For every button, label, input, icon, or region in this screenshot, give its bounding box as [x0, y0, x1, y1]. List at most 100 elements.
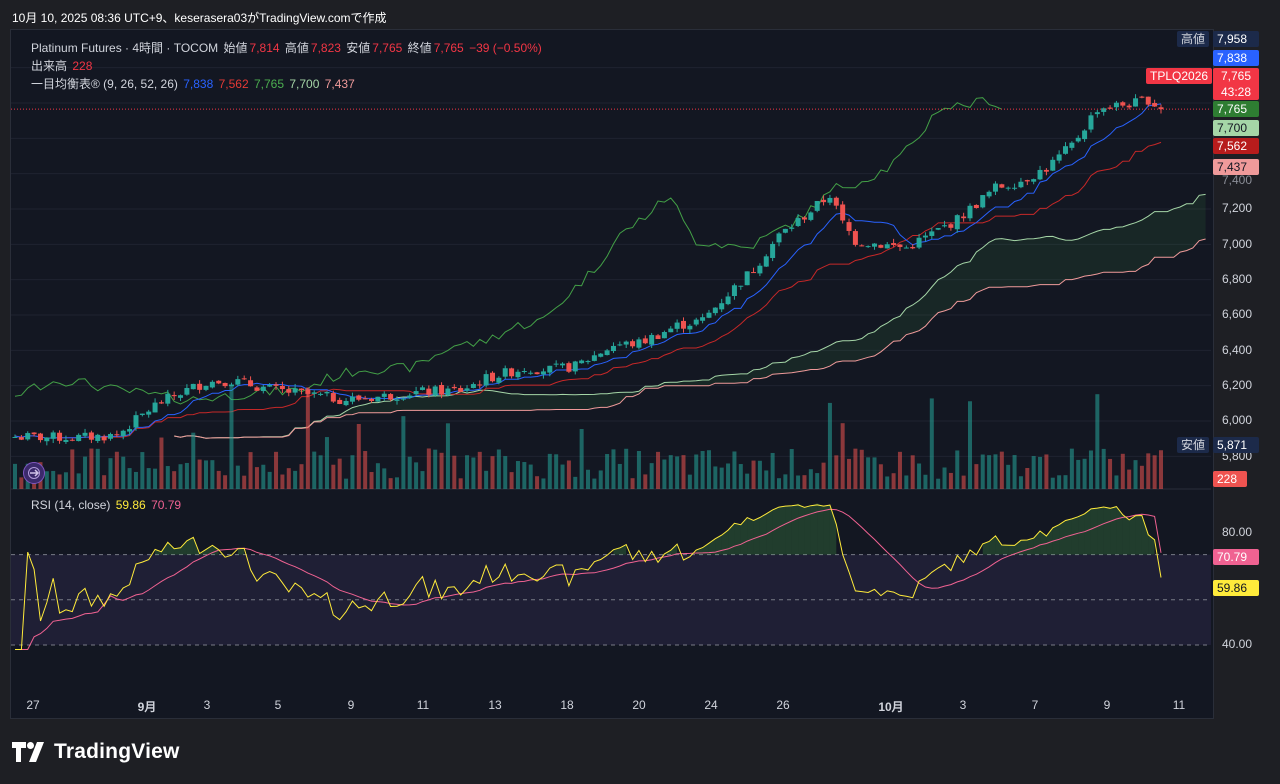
- rsi-overbought-fill: [804, 505, 811, 555]
- symbol-title[interactable]: Platinum Futures · 4時間 · TOCOM: [31, 41, 219, 55]
- symbol-tag[interactable]: TPLQ2026: [1146, 68, 1213, 84]
- candle-body: [1037, 169, 1043, 180]
- candle-body: [292, 388, 298, 393]
- chart-area[interactable]: Platinum Futures · 4時間 · TOCOM 始値 7,814 高…: [10, 29, 1214, 719]
- volume-bar: [808, 469, 813, 489]
- high-label: 高値: [284, 41, 309, 55]
- candle-body: [1088, 115, 1094, 130]
- candle-body: [884, 244, 890, 249]
- candle-body: [1133, 98, 1139, 107]
- price-tick-6600: 6,600: [1222, 307, 1253, 321]
- spanB-tag: 7,437: [1213, 159, 1259, 175]
- kijun-tag: 7,562: [1213, 138, 1259, 154]
- candle-body: [101, 436, 107, 441]
- rsi-overbought-fill: [1084, 508, 1091, 555]
- time-label: 13: [488, 698, 502, 712]
- volume-bar: [407, 456, 412, 489]
- volume-bar: [445, 423, 450, 489]
- close-value: 7,765: [433, 41, 464, 55]
- volume-bar: [261, 464, 266, 489]
- rsi-line: [15, 504, 1162, 650]
- candle-body: [872, 243, 877, 247]
- tradingview-logo[interactable]: TradingView: [12, 738, 180, 766]
- candle-body: [515, 371, 521, 378]
- rsi-overbought-fill: [759, 513, 767, 555]
- volume-bar: [439, 452, 444, 489]
- time-label: 9: [347, 698, 355, 712]
- volume-bar: [974, 464, 979, 489]
- rsi-overbought-fill: [753, 517, 760, 555]
- volume-bar: [522, 462, 527, 489]
- volume-bar: [1050, 477, 1055, 489]
- volume-bar: [745, 473, 750, 489]
- candle-body: [992, 183, 998, 192]
- candle-body: [961, 216, 967, 219]
- candle-body: [610, 345, 616, 352]
- volume-bar: [121, 456, 126, 489]
- candle-body: [910, 247, 916, 249]
- candle-body: [566, 363, 572, 372]
- candle-body: [1043, 169, 1049, 172]
- volume-bar: [611, 449, 616, 489]
- volume-bar: [363, 451, 368, 489]
- volume-bar: [388, 478, 393, 489]
- volume-legend[interactable]: 出来高 228: [31, 57, 94, 74]
- volume-bar: [891, 473, 896, 489]
- volume-bar: [57, 474, 62, 489]
- close-label: 終値: [407, 41, 432, 55]
- volume-bar: [433, 449, 438, 489]
- volume-bar: [89, 448, 94, 489]
- candle-body: [929, 231, 935, 236]
- volume-bar: [375, 463, 380, 489]
- rsi-overbought-fill: [1014, 540, 1021, 555]
- volume-bar: [465, 455, 470, 489]
- volume-bar: [127, 468, 132, 489]
- volume-bar: [955, 450, 960, 489]
- candle-body: [865, 246, 871, 248]
- candle-body: [655, 335, 661, 340]
- volume-bar: [598, 470, 603, 489]
- rsi-overbought-fill: [670, 544, 678, 555]
- tenkan-value: 7,838: [183, 77, 214, 91]
- candle-body: [833, 197, 839, 206]
- volume-bar: [76, 473, 81, 489]
- candle-body: [770, 243, 776, 258]
- chart-canvas[interactable]: [11, 30, 1214, 719]
- candle-body: [859, 245, 865, 247]
- time-axis[interactable]: 27 9月 3 5 9 11 13 18 20 24 26 10月 3 7 9 11: [10, 694, 1214, 716]
- volume-bar: [299, 464, 304, 489]
- volume-bar: [713, 466, 718, 489]
- ichimoku-legend[interactable]: 一目均衡表® (9, 26, 52, 26) 7,838 7,562 7,765…: [31, 75, 357, 92]
- volume-bar: [993, 454, 998, 489]
- volume-bar: [948, 472, 953, 489]
- candle-body: [738, 285, 744, 287]
- candle-body: [12, 437, 18, 439]
- volume-bar: [477, 451, 482, 489]
- candle-body: [222, 382, 228, 387]
- volume-bar: [929, 398, 934, 489]
- rsi-tick-80: 80.00: [1222, 525, 1253, 539]
- spanA-value: 7,700: [289, 77, 320, 91]
- rsi-overbought-fill: [740, 517, 748, 555]
- candle-body: [591, 355, 597, 361]
- candle-body: [330, 393, 336, 402]
- volume-bar: [732, 451, 737, 489]
- candle-body: [76, 434, 82, 442]
- rsi-ma-line: [15, 508, 1162, 650]
- candle-body: [980, 195, 986, 208]
- volume-bar: [503, 456, 508, 489]
- volume-bar: [324, 437, 329, 489]
- candle-body: [44, 437, 50, 442]
- candle-body: [1107, 107, 1113, 109]
- replay-button[interactable]: [23, 462, 45, 484]
- volume-bar: [535, 476, 540, 489]
- rsi-legend[interactable]: RSI (14, close) 59.86 70.79: [31, 498, 183, 512]
- rsi-overbought-fill: [1129, 515, 1136, 555]
- candle-body: [1056, 154, 1062, 161]
- candle-body: [681, 320, 686, 329]
- volume-bar: [1152, 455, 1157, 489]
- volume-bar: [1012, 455, 1017, 489]
- candle-body: [324, 391, 330, 394]
- time-label: 9月: [137, 700, 157, 714]
- volume-bar: [191, 432, 196, 489]
